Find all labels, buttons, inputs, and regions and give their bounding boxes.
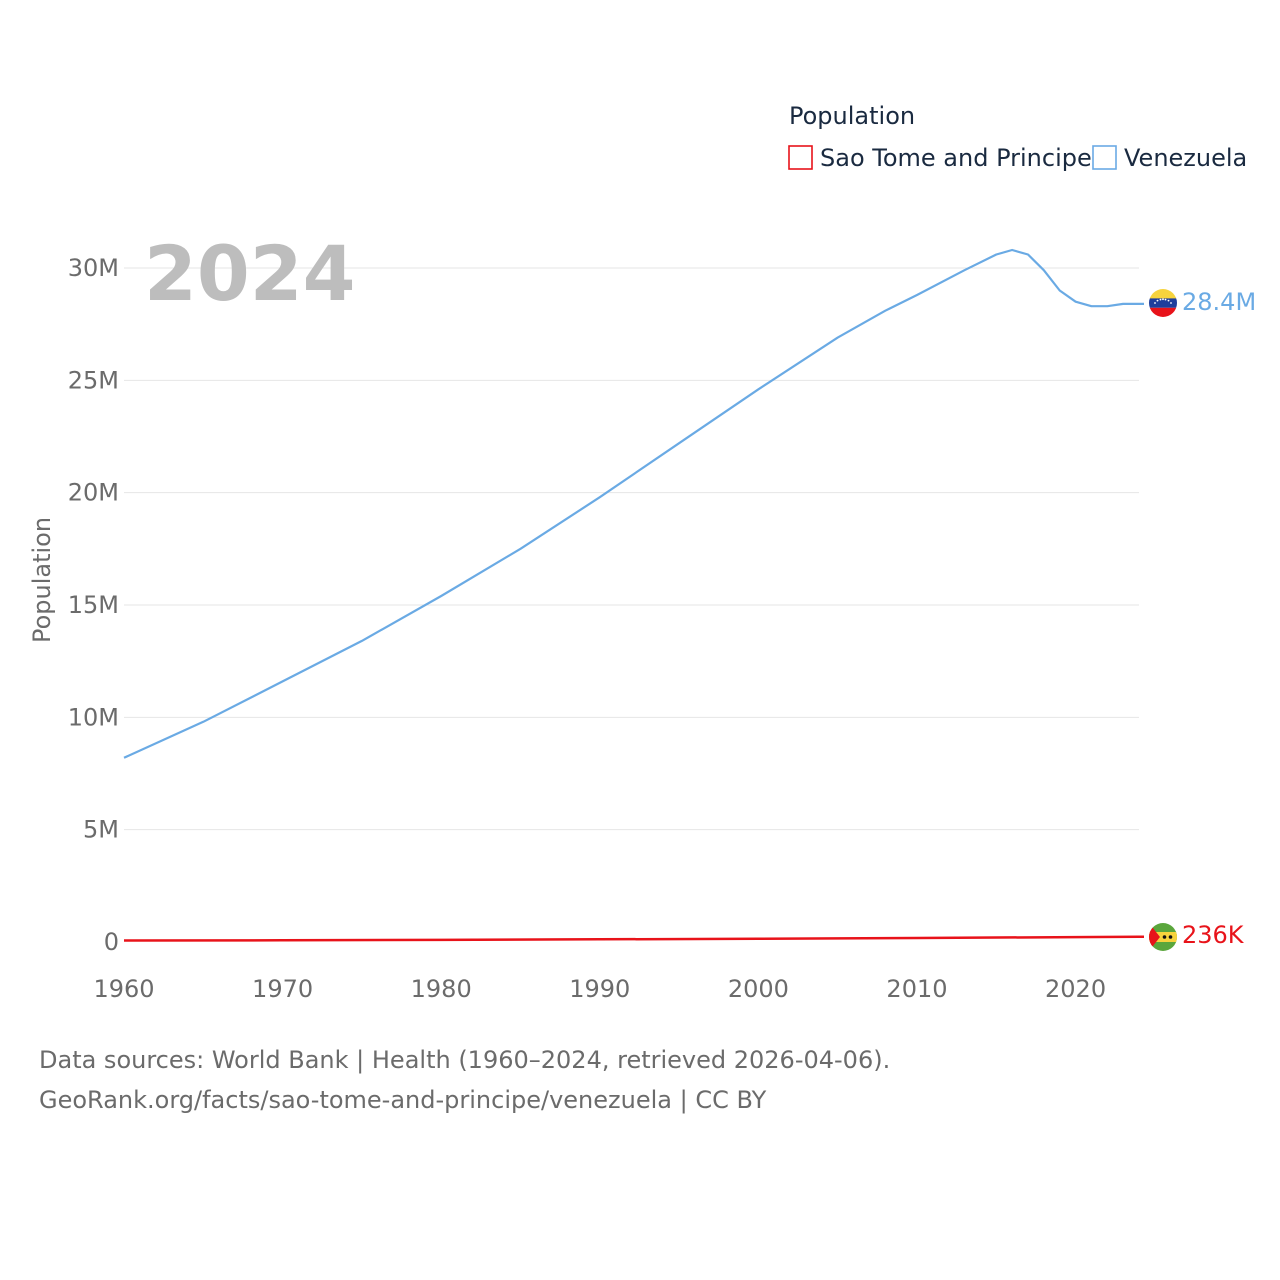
sao-tome-end-value: 236K xyxy=(1182,921,1245,949)
gridlines xyxy=(124,267,1139,831)
legend-item-venezuela[interactable]: Venezuela xyxy=(1092,144,1247,172)
y-tick-label: 0 xyxy=(104,928,119,956)
legend-swatch-venezuela xyxy=(1092,145,1117,170)
y-tick-label: 5M xyxy=(83,816,119,844)
y-tick-label: 15M xyxy=(68,591,119,619)
series-lines xyxy=(123,248,1144,942)
data-source-note: Data sources: World Bank | Health (1960–… xyxy=(39,1046,890,1074)
x-tick-label: 1990 xyxy=(569,975,630,1003)
x-tick-label: 1970 xyxy=(252,975,313,1003)
y-axis-ticks: 0 5M 10M 15M 20M 25M 30M xyxy=(68,254,119,956)
sao-tome-end-marker: 236K xyxy=(1149,921,1245,951)
y-tick-label: 10M xyxy=(68,703,119,731)
x-tick-label: 2000 xyxy=(728,975,789,1003)
legend-label-venezuela: Venezuela xyxy=(1124,144,1247,172)
legend-item-sao-tome[interactable]: Sao Tome and Principe xyxy=(788,144,1092,172)
y-tick-label: 25M xyxy=(68,366,119,394)
x-tick-label: 2010 xyxy=(886,975,947,1003)
venezuela-end-value: 28.4M xyxy=(1182,288,1256,316)
attribution-link[interactable]: GeoRank.org/facts/sao-tome-and-principe/… xyxy=(39,1086,767,1114)
sao-tome-and-principe-flag-icon xyxy=(1149,923,1177,951)
x-axis-ticks: 1960 1970 1980 1990 2000 2010 2020 xyxy=(93,975,1106,1003)
y-tick-label: 20M xyxy=(68,479,119,507)
legend-label-sao-tome: Sao Tome and Principe xyxy=(820,144,1092,172)
x-tick-label: 1960 xyxy=(93,975,154,1003)
legend-title: Population xyxy=(789,102,915,130)
legend-swatch-sao-tome xyxy=(788,145,813,170)
series-line-sao-tome-and-principe[interactable] xyxy=(123,935,1144,942)
venezuela-flag-icon xyxy=(1149,289,1177,317)
y-axis-title: Population xyxy=(28,517,56,643)
venezuela-end-marker: 28.4M xyxy=(1149,288,1256,317)
legend: Population Sao Tome and Principe Venezue… xyxy=(788,102,1247,172)
series-line-venezuela[interactable] xyxy=(123,248,1144,759)
current-year-label: 2024 xyxy=(144,229,356,318)
y-tick-label: 30M xyxy=(68,254,119,282)
x-tick-label: 2020 xyxy=(1045,975,1106,1003)
x-tick-label: 1980 xyxy=(411,975,472,1003)
